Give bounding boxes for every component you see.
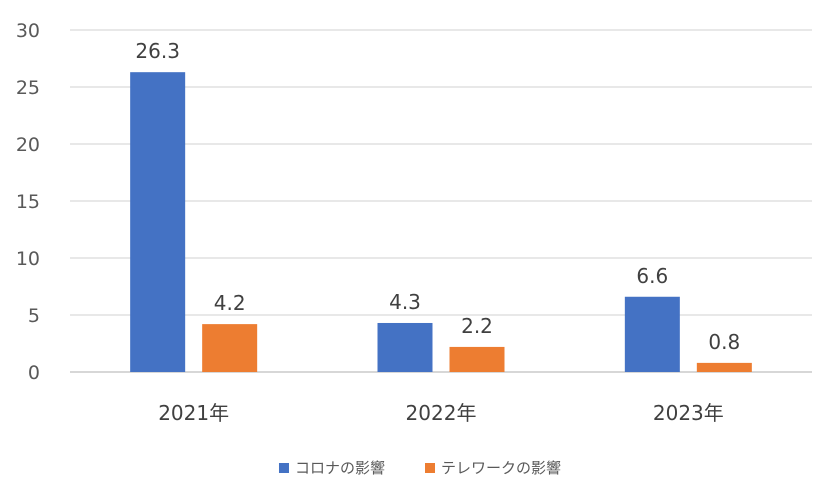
bar-corona: [377, 322, 433, 372]
bar-corona: [130, 72, 186, 373]
x-category-label: 2023年: [653, 401, 724, 425]
bar-telework: [696, 362, 752, 372]
bar-telework: [449, 346, 505, 372]
y-tick-label: 25: [16, 77, 40, 99]
x-category-label: 2021年: [158, 401, 229, 425]
legend-label: テレワークの影響: [441, 459, 561, 477]
data-label: 26.3: [135, 39, 180, 63]
y-tick-label: 0: [28, 362, 40, 384]
y-tick-label: 20: [16, 134, 40, 156]
x-category-label: 2022年: [406, 401, 477, 425]
y-tick-label: 5: [28, 305, 40, 327]
y-tick-label: 30: [16, 20, 40, 42]
y-axis: 0 5 10 15 20 25 30: [16, 20, 40, 384]
data-label: 4.3: [389, 290, 421, 314]
data-label: 4.2: [214, 291, 246, 315]
bar-telework: [202, 324, 258, 372]
data-labels: 26.3 4.2 4.3 2.2 6.6 0.8: [135, 39, 740, 354]
legend-label: コロナの影響: [295, 459, 385, 477]
x-axis: 2021年 2022年 2023年: [158, 401, 724, 425]
data-label: 0.8: [708, 330, 740, 354]
bar-corona: [624, 296, 680, 372]
legend-swatch: [278, 463, 289, 473]
y-tick-label: 15: [16, 191, 40, 213]
gridlines: [70, 29, 812, 373]
legend-swatch: [425, 463, 435, 473]
data-label: 6.6: [636, 264, 668, 288]
legend: コロナの影響 テレワークの影響: [278, 459, 561, 477]
data-label: 2.2: [461, 314, 493, 338]
bars: [130, 72, 752, 373]
y-tick-label: 10: [16, 248, 40, 270]
